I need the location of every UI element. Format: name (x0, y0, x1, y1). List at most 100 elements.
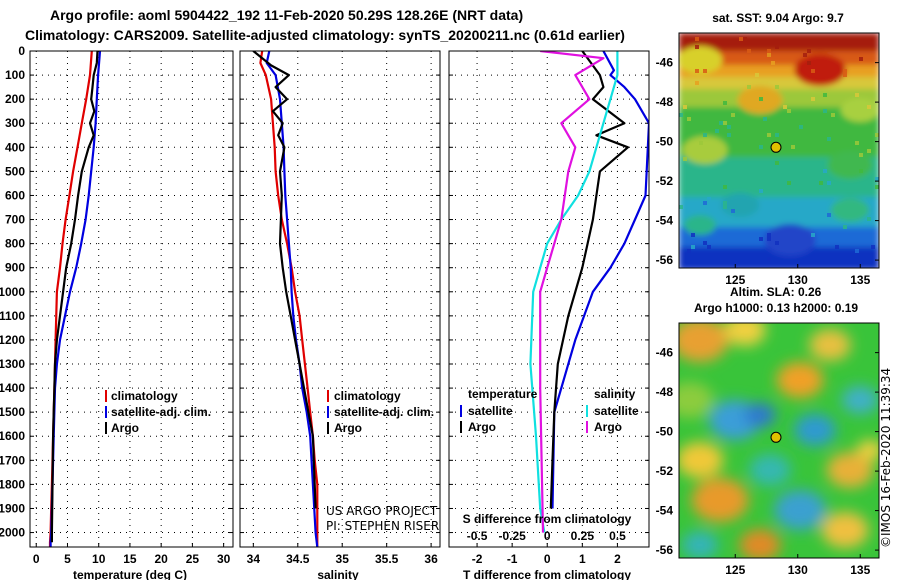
legend-temperature-heading: temperature (468, 387, 538, 401)
legend-salinity-heading: salinity (594, 387, 636, 401)
legend-swatch-argo (327, 422, 329, 434)
legend-climatology: climatology (334, 389, 401, 403)
depth-axis: 0 100 200 300 400 500 600 700 800 900 1000 1100 1200… (0, 44, 25, 540)
s-diff-tick-label: -0.25 (498, 529, 526, 543)
lat-tick-label: -52 (656, 464, 674, 478)
series-line-s-argo (539, 51, 605, 533)
depth-tick-label: 1900 (0, 501, 25, 515)
depth-tick-label: 500 (5, 164, 25, 178)
lon-tick-label: 125 (725, 563, 745, 577)
lat-tick-label: -54 (656, 504, 674, 518)
s-diff-tick-label: 0.5 (609, 529, 626, 543)
legend-swatch-t-argo (460, 421, 462, 433)
depth-tick-label: 800 (5, 237, 25, 251)
lat-tick-label: -56 (656, 543, 674, 557)
t-difference-xlabel: T difference from climatology (463, 568, 631, 580)
legend-satellite-adj: satellite-adj. clim. (334, 405, 434, 419)
difference-series (529, 51, 649, 533)
legend-climatology: climatology (111, 389, 178, 403)
depth-tick-label: 900 (5, 261, 25, 275)
legend-swatch-climatology (105, 390, 107, 402)
x-tick-label: 10 (92, 552, 106, 566)
x-tick-label: 34.5 (286, 552, 310, 566)
lat-tick-label: -50 (656, 425, 674, 439)
figure-title-line1: Argo profile: aoml 5904422_192 11-Feb-20… (50, 7, 523, 23)
pi-label: PI: STEPHEN RISER (326, 519, 439, 533)
x-tick-label: -1 (507, 552, 518, 566)
depth-tick-label: 200 (5, 92, 25, 106)
temperature-xlabel: temperature (deg C) (73, 568, 187, 580)
sst-map-frame (678, 32, 880, 269)
depth-tick-label: 600 (5, 188, 25, 202)
difference-legend: temperature satellite Argo salinity sate… (460, 387, 639, 434)
argo-location-marker (770, 431, 782, 443)
salinity-frame (239, 50, 441, 548)
x-tick-label: 35.5 (375, 552, 399, 566)
sla-map-frame (678, 322, 880, 559)
series-line-argo (252, 51, 317, 509)
sst-field (679, 33, 879, 268)
depth-tick-label: 1000 (0, 285, 25, 299)
depth-tick-label: 400 (5, 140, 25, 154)
temperature-frame (29, 50, 234, 548)
legend-t-argo: Argo (468, 420, 496, 434)
s-diff-tick-label: 0 (544, 529, 551, 543)
lon-tick-label: 130 (788, 563, 808, 577)
s-difference-xlabel: S difference from climatology (463, 512, 632, 526)
series-line-t-argo (549, 51, 630, 509)
x-tick-label: 36 (424, 552, 438, 566)
x-tick-label: 15 (123, 552, 137, 566)
x-tick-label: 20 (154, 552, 168, 566)
lon-tick-label: 135 (850, 563, 870, 577)
series-line-argo (50, 51, 99, 543)
legend-swatch-argo (105, 422, 107, 434)
legend-s-satellite: satellite (594, 404, 639, 418)
t-difference-x-axis: -2 -1 0 1 2 (472, 552, 621, 566)
lon-tick-label: 135 (850, 273, 870, 287)
lat-tick-label: -54 (656, 214, 674, 228)
lat-tick-label: -46 (656, 56, 674, 70)
figure-title-line2: Climatology: CARS2009. Satellite-adjuste… (25, 27, 625, 43)
series-line-satellite-adj-clim- (49, 51, 102, 547)
temperature-series (48, 51, 102, 547)
legend-swatch-t-satellite (460, 405, 462, 417)
legend-t-satellite: satellite (468, 404, 513, 418)
legend-argo: Argo (111, 421, 139, 435)
x-tick-label: 0 (544, 552, 551, 566)
depth-tick-label: 1200 (0, 333, 25, 347)
depth-tick-label: 0 (18, 44, 25, 58)
s-diff-tick-label: 0.25 (571, 529, 595, 543)
lat-tick-label: -48 (656, 95, 674, 109)
series-line-s-satellite (529, 51, 619, 533)
depth-tick-label: 1600 (0, 429, 25, 443)
x-tick-label: 5 (64, 552, 71, 566)
lat-tick-label: -46 (656, 346, 674, 360)
depth-tick-label: 1400 (0, 381, 25, 395)
series-line-t-satellite (551, 51, 649, 509)
depth-tick-label: 1800 (0, 477, 25, 491)
temperature-legend: climatology satellite-adj. clim. Argo (105, 389, 211, 435)
depth-tick-label: 700 (5, 213, 25, 227)
difference-grid (449, 50, 649, 547)
temperature-grid (30, 50, 233, 547)
lat-tick-label: -50 (656, 135, 674, 149)
lat-tick-label: -56 (656, 253, 674, 267)
legend-swatch-climatology (327, 390, 329, 402)
series-line-satellite-adj-clim- (265, 51, 319, 547)
salinity-series (252, 51, 319, 547)
salinity-grid (240, 50, 440, 547)
legend-swatch-s-argo (586, 421, 588, 433)
legend-s-argo: Argo (594, 420, 622, 434)
sla-map-title: Altim. SLA: 0.26 (730, 285, 822, 299)
sst-map: sat. SST: 9.04 Argo: 9.7 125 130 135 -46 -48… (656, 11, 880, 287)
imos-credit: ©IMOS 16-Feb-2020 11:39:34 (879, 368, 893, 548)
salinity-xlabel: salinity (317, 568, 359, 580)
sla-map: Altim. SLA: 0.26 Argo h1000: 0.13 h2000:… (656, 285, 880, 577)
x-tick-label: 34 (247, 552, 261, 566)
lon-tick-label: 130 (788, 273, 808, 287)
x-tick-label: 25 (186, 552, 200, 566)
x-tick-label: 2 (614, 552, 621, 566)
lat-tick-label: -48 (656, 385, 674, 399)
x-tick-label: 35 (336, 552, 350, 566)
